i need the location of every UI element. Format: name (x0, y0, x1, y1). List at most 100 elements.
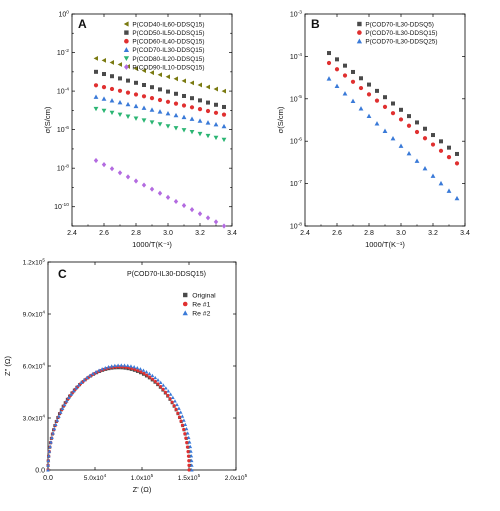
data-point (165, 194, 171, 200)
data-point (117, 170, 123, 176)
data-point (414, 158, 420, 163)
data-point (139, 370, 143, 374)
legend-label: P(COD50-IL50-DDSQ15) (132, 30, 204, 37)
data-point (106, 365, 111, 369)
x-axis-label: 1000/T(K⁻¹) (132, 240, 172, 249)
x-tick-label: 2.8 (364, 230, 374, 237)
data-point (144, 370, 149, 374)
data-point (187, 468, 191, 472)
data-point (186, 435, 191, 440)
data-point (176, 411, 180, 415)
data-point (60, 406, 65, 410)
data-point (205, 108, 211, 114)
data-point (161, 387, 165, 391)
data-point (52, 426, 57, 431)
series-3 (93, 83, 227, 117)
data-point (149, 70, 154, 76)
data-point (166, 89, 170, 94)
data-point (71, 389, 76, 393)
legend-marker (124, 38, 129, 44)
legend-marker (183, 292, 188, 298)
data-point (168, 397, 172, 401)
x-tick-label: 3.0 (396, 230, 406, 237)
data-point (158, 380, 163, 384)
data-point (430, 142, 436, 147)
data-point (148, 375, 152, 379)
data-point (221, 137, 227, 143)
data-point (57, 414, 61, 418)
data-point (102, 72, 106, 77)
data-point (423, 126, 427, 131)
y-tick-label: 10-10 (54, 202, 69, 211)
data-point (165, 124, 171, 129)
data-point (351, 69, 355, 74)
x-tick-label: 2.6 (99, 230, 109, 237)
chart-title: P(COD70-IL30-DDSQ15) (127, 271, 206, 278)
data-point (197, 211, 203, 217)
data-point (168, 392, 173, 396)
data-point (326, 60, 332, 66)
data-point (183, 432, 187, 436)
data-point (178, 410, 183, 414)
data-point (182, 418, 186, 422)
y-tick-label: 10-4 (57, 86, 69, 95)
data-point (79, 380, 84, 384)
data-point (198, 98, 202, 103)
data-point (142, 83, 146, 88)
data-point (189, 116, 195, 121)
data-point (197, 131, 203, 137)
data-point (157, 97, 163, 103)
data-point (142, 371, 146, 376)
legend-label: P(COD80-IL20-DDSQ15) (132, 56, 204, 63)
data-point (165, 99, 171, 104)
data-point (150, 373, 155, 378)
legend-marker (123, 56, 130, 62)
data-point (101, 96, 107, 101)
data-point (125, 363, 130, 368)
legend-label: P(COD60-IL40-DDSQ15) (132, 39, 204, 46)
x-tick-label: 3.2 (195, 230, 205, 237)
data-point (133, 116, 139, 121)
y-tick-label: 10-6 (290, 137, 302, 146)
data-point (109, 60, 114, 65)
data-point (153, 375, 158, 380)
panel-letter: B (311, 17, 320, 31)
data-point (157, 72, 162, 78)
data-point (93, 106, 99, 112)
data-point (141, 105, 147, 110)
data-point (91, 371, 95, 376)
data-point (189, 129, 195, 135)
data-point (158, 87, 162, 92)
data-point (161, 383, 166, 387)
data-point (165, 111, 171, 116)
data-point (133, 66, 138, 71)
data-point (153, 379, 158, 384)
data-point (454, 195, 460, 201)
data-point (375, 88, 379, 93)
data-point (109, 86, 115, 92)
data-point (173, 101, 179, 106)
data-point (172, 404, 176, 408)
data-point (213, 122, 219, 127)
data-point (50, 435, 54, 440)
data-point (113, 363, 117, 368)
data-point (97, 368, 101, 372)
x-tick-label: 2.4 (300, 230, 310, 237)
data-point (119, 363, 124, 367)
y-tick-label: 10-7 (290, 179, 302, 188)
data-point (166, 393, 170, 398)
x-tick-label: 3.2 (428, 230, 438, 237)
data-point (190, 463, 194, 467)
data-point (117, 88, 123, 93)
data-point (101, 57, 106, 63)
data-point (447, 145, 451, 150)
legend-marker (356, 38, 363, 44)
data-point (334, 67, 340, 72)
data-point (398, 143, 404, 148)
data-point (156, 382, 160, 386)
y-tick-label: 10-8 (57, 164, 69, 173)
data-point (383, 95, 387, 100)
legend-label: P(COD70-IL30-DDSQ25) (365, 39, 437, 46)
y-tick-label: 100 (58, 9, 69, 18)
data-point (85, 375, 89, 380)
